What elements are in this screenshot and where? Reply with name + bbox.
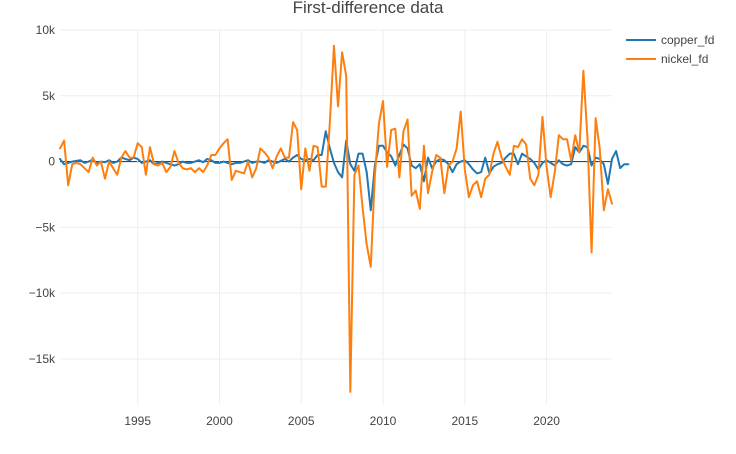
legend-label: copper_fd [661,33,714,47]
x-tick-label: 2015 [451,414,478,428]
legend[interactable]: copper_fd nickel_fd [626,33,714,66]
y-tick-label: −10k [29,286,56,300]
y-tick-label: 10k [36,23,56,37]
x-tick-labels: 1995 2000 2005 2010 2015 2020 [124,414,560,428]
x-tick-label: 2020 [533,414,560,428]
legend-label: nickel_fd [661,52,708,66]
legend-item-copper-fd[interactable]: copper_fd [626,33,714,47]
gridlines [60,29,612,405]
legend-item-nickel-fd[interactable]: nickel_fd [626,52,708,66]
y-tick-label: 0 [48,155,55,169]
y-tick-labels: −15k −10k −5k 0 5k 10k [29,23,56,366]
chart-title: First-difference data [293,0,444,17]
series-line-nickel-fd [59,44,613,393]
x-tick-label: 1995 [124,414,151,428]
x-tick-label: 2005 [288,414,315,428]
y-tick-label: −5k [35,220,56,234]
x-tick-label: 2010 [370,414,397,428]
series-lines [59,44,630,393]
y-tick-label: −15k [29,352,56,366]
y-tick-label: 5k [42,89,56,103]
x-tick-label: 2000 [206,414,233,428]
